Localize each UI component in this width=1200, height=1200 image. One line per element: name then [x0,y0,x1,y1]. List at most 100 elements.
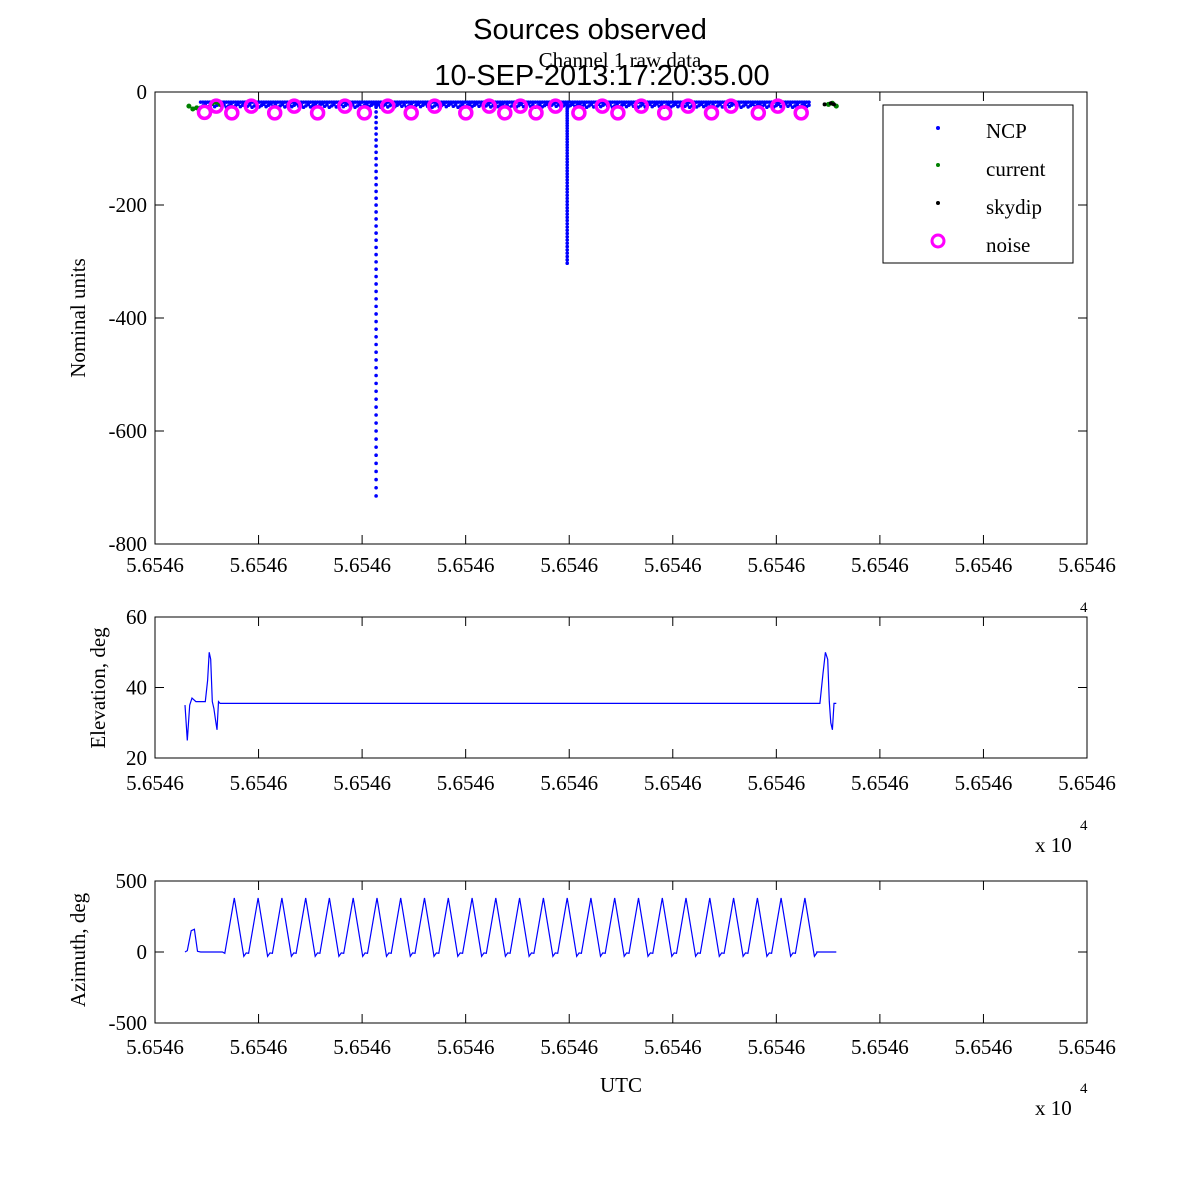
noise-point [481,98,497,114]
ncp-dip-point [565,129,569,133]
ncp-dip-point [374,231,378,235]
ncp-point [807,103,811,108]
legend-box [882,104,1074,264]
ncp-dip-point [374,196,378,201]
ncp-dip-point [374,327,378,331]
ncp-dip-point [374,389,378,394]
noise-point [403,105,419,121]
legend-ncp-marker [936,126,940,130]
noise-point [309,105,326,121]
ncp-dip-point [565,234,569,239]
noise-point [793,105,809,121]
noise-point [196,104,213,121]
ncp-dip-point [565,166,569,170]
panel-3-x-exponent: x 10 [1035,1096,1072,1120]
elevation-panel: 5.6546 5.6546 5.6546 5.6546 5.6546 5.6546 5.65… [86,600,1116,857]
ncp-dip-point [565,248,569,252]
panel-2-ylabel: Elevation, deg [86,627,110,749]
panel-1-ylabel: Nominal units [66,258,90,378]
ncp-dip-point [374,437,378,441]
ncp-dip-point [374,150,378,155]
ncp-dip-point [565,199,569,204]
ncp-dip-point [374,224,378,228]
ncp-dip-point [565,261,569,265]
noise-point [703,105,720,121]
ncp-dip-point [565,148,569,153]
y-tick-label: -400 [109,306,148,330]
ncp-dip-point [374,110,378,114]
ncp-dip-point [374,274,378,279]
ncp-dip-point [565,140,569,144]
azimuth-panel: 5.6546 5.6546 5.6546 5.6546 5.6546 5.6546 5.65… [66,869,1116,1120]
ncp-dip-point [565,163,569,167]
ncp-dip-point [565,254,569,259]
noise-point [680,98,696,114]
skydip-point [822,102,827,107]
ncp-dip-point [374,169,378,174]
elevation-line [184,652,837,741]
panel-2-ticks: 5.6546 5.6546 5.6546 5.6546 5.6546 5.6546 5.65… [126,605,1116,795]
x-tick-label: 5.6546 [955,771,1013,795]
y-tick-label: -500 [109,1011,148,1035]
y-tick-label: 60 [126,605,147,629]
x-tick-label: 5.6546 [333,771,391,795]
ncp-dip-point [374,120,378,125]
noise-point [750,105,767,121]
ncp-dip-point [374,405,378,409]
ncp-dip-point [565,169,569,173]
noise-point [426,98,443,114]
ncp-point [402,103,406,107]
ncp-dip-point [565,193,569,198]
ncp-dip-point [565,228,569,233]
x-tick-label: 5.6546 [437,771,495,795]
x-tick-label: 5.6546 [230,553,288,577]
ncp-dip-point [374,289,378,294]
x-tick-label: 5.6546 [333,1035,391,1059]
ncp-dip-point [565,196,569,201]
ncp-dip-point [565,142,569,147]
ncp-dip-point [374,373,378,378]
noise-point [610,105,626,121]
ncp-dip-point [565,218,569,223]
ncp-dip-point [565,134,569,139]
x-tick-label: 5.6546 [644,1035,702,1059]
noise-point [208,98,224,114]
ncp-dip-point [374,252,378,257]
ncp-dip-point [565,121,569,126]
ncp-dip-point [374,267,378,271]
ncp-dip-point [374,469,378,474]
ncp-point [807,100,811,104]
ncp-dip-point [374,381,378,386]
ncp-dip-point [374,238,378,242]
ncp-dip-point [565,126,569,131]
ncp-dip-point [374,312,378,316]
ncp-dip-point [374,494,378,498]
y-tick-label: -200 [109,193,148,217]
ncp-dip-point [374,115,378,119]
skydip-point [828,101,833,106]
current-point [190,106,196,112]
ncp-dip-point [565,238,569,242]
legend-ncp-label: NCP [986,119,1027,143]
ncp-dip-point [374,189,378,194]
y-tick-label: 0 [137,940,148,964]
ncp-dip-point [565,221,569,226]
ncp-point [685,103,690,107]
x-tick-label: 5.6546 [644,553,702,577]
ncp-dip-point [565,118,569,123]
ncp-dip-point [374,101,378,106]
noise-point [594,98,611,114]
ncp-dip-point [565,151,569,156]
current-point [186,103,192,109]
ncp-dip-point [374,203,378,207]
ncp-dip-point [374,163,378,167]
noise-point [286,98,302,114]
noise-point [266,105,283,121]
ncp-dip-point [374,358,378,362]
ncp-dip-point [565,181,569,185]
ncp-dip-point [374,105,378,110]
ncp-dip-point [565,258,569,262]
noise-point [243,98,260,114]
noise-point [528,105,544,121]
